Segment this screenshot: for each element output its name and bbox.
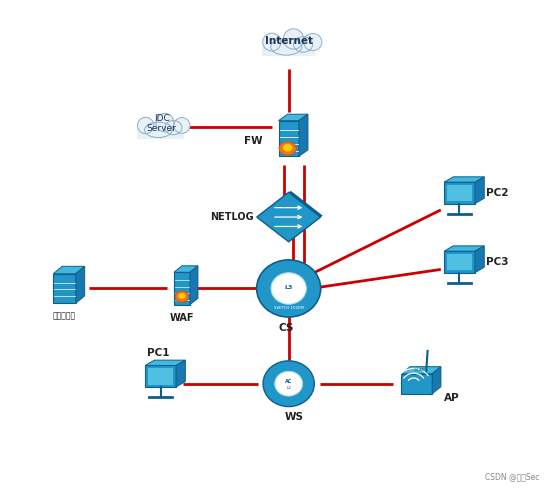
Ellipse shape [178, 293, 186, 299]
Polygon shape [279, 114, 308, 121]
Text: SWITCH 1000M: SWITCH 1000M [274, 306, 304, 310]
Polygon shape [299, 114, 308, 156]
Polygon shape [432, 367, 441, 394]
Text: PC1: PC1 [147, 348, 169, 358]
Text: PC3: PC3 [486, 257, 509, 267]
Ellipse shape [174, 118, 190, 133]
Ellipse shape [284, 29, 304, 49]
Polygon shape [475, 177, 484, 203]
FancyBboxPatch shape [279, 121, 299, 156]
FancyBboxPatch shape [446, 185, 472, 201]
Circle shape [263, 361, 314, 407]
Polygon shape [475, 246, 484, 273]
FancyBboxPatch shape [444, 251, 475, 273]
Ellipse shape [137, 117, 154, 134]
Text: L3: L3 [285, 285, 293, 290]
Text: Internet: Internet [265, 36, 312, 46]
Text: CSDN @旺仔Sec: CSDN @旺仔Sec [485, 472, 539, 481]
Polygon shape [53, 266, 85, 274]
FancyBboxPatch shape [446, 253, 472, 270]
Ellipse shape [271, 39, 302, 55]
Polygon shape [401, 367, 441, 373]
Ellipse shape [165, 121, 182, 135]
Text: WLAN: WLAN [414, 368, 425, 372]
FancyBboxPatch shape [137, 127, 184, 138]
Ellipse shape [304, 34, 322, 51]
Polygon shape [145, 360, 185, 366]
FancyBboxPatch shape [401, 373, 432, 394]
Polygon shape [176, 360, 185, 387]
FancyBboxPatch shape [262, 45, 315, 57]
Polygon shape [444, 177, 484, 182]
FancyBboxPatch shape [174, 272, 190, 305]
FancyBboxPatch shape [53, 274, 76, 303]
FancyBboxPatch shape [148, 368, 173, 384]
Text: CS: CS [279, 323, 294, 333]
Text: L2: L2 [286, 385, 291, 389]
Polygon shape [174, 266, 198, 272]
Ellipse shape [279, 142, 296, 155]
FancyBboxPatch shape [444, 182, 475, 203]
Circle shape [257, 260, 321, 317]
Polygon shape [257, 192, 321, 242]
Text: WS: WS [285, 412, 304, 422]
Text: FW: FW [245, 136, 263, 146]
Polygon shape [76, 266, 85, 303]
Polygon shape [190, 266, 198, 305]
Ellipse shape [145, 122, 172, 137]
Polygon shape [444, 246, 484, 251]
Ellipse shape [294, 37, 312, 52]
Text: IDC
Server: IDC Server [147, 114, 177, 133]
Ellipse shape [263, 33, 281, 51]
FancyBboxPatch shape [145, 366, 176, 387]
Text: PC2: PC2 [486, 188, 509, 198]
Circle shape [271, 273, 306, 304]
Text: 堡垒服务器: 堡垒服务器 [53, 311, 76, 320]
Ellipse shape [156, 113, 174, 132]
Text: AC: AC [285, 379, 292, 384]
Ellipse shape [283, 144, 292, 152]
Ellipse shape [175, 291, 188, 302]
Text: WAF: WAF [170, 313, 194, 323]
Polygon shape [259, 191, 322, 241]
Circle shape [275, 372, 302, 396]
Text: AP: AP [444, 393, 459, 403]
Text: NETLOG: NETLOG [210, 212, 254, 222]
